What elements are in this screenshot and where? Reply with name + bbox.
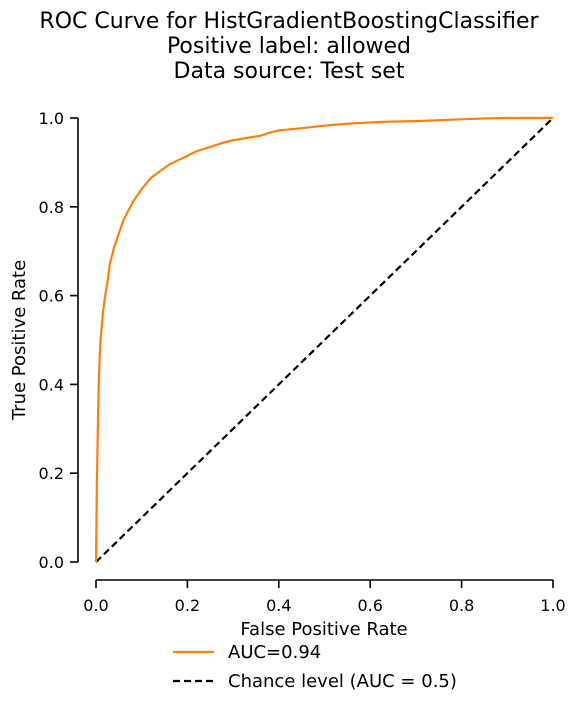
legend-label: Chance level (AUC = 0.5) [228,671,457,692]
y-tick-label: 1.0 [39,109,64,128]
y-tick-label: 0.2 [39,464,64,483]
axes [77,118,553,581]
y-tick-label: 0.8 [39,198,64,217]
x-tick-label: 0.2 [175,596,200,615]
x-axis-label: False Positive Rate [240,619,407,640]
roc-curve-line [94,116,553,563]
x-tick-label: 1.0 [540,596,565,615]
y-tick-label: 0.6 [39,287,64,306]
x-tick-label: 0.4 [266,596,291,615]
title-line: Positive label: allowed [167,34,411,59]
plot-area [94,116,554,563]
x-axis-ticks: 0.0 0.2 0.4 0.6 0.8 1.0 [83,580,566,615]
chart-title: ROC Curve for HistGradientBoostingClassi… [39,9,539,84]
x-tick-label: 0.8 [449,596,474,615]
x-tick-label: 0.6 [357,596,382,615]
legend-label: AUC=0.94 [228,642,321,663]
title-line: Data source: Test set [174,59,405,84]
chance-level-line [95,117,554,563]
title-line: ROC Curve for HistGradientBoostingClassi… [39,9,539,34]
x-tick-label: 0.0 [83,596,108,615]
y-tick-label: 0.0 [39,553,64,572]
y-axis-ticks: 0.0 0.2 0.4 0.6 0.8 1.0 [39,109,78,572]
y-tick-label: 0.4 [39,375,64,394]
legend: AUC=0.94 Chance level (AUC = 0.5) [173,642,457,692]
y-axis-label: True Positive Rate [9,260,30,421]
